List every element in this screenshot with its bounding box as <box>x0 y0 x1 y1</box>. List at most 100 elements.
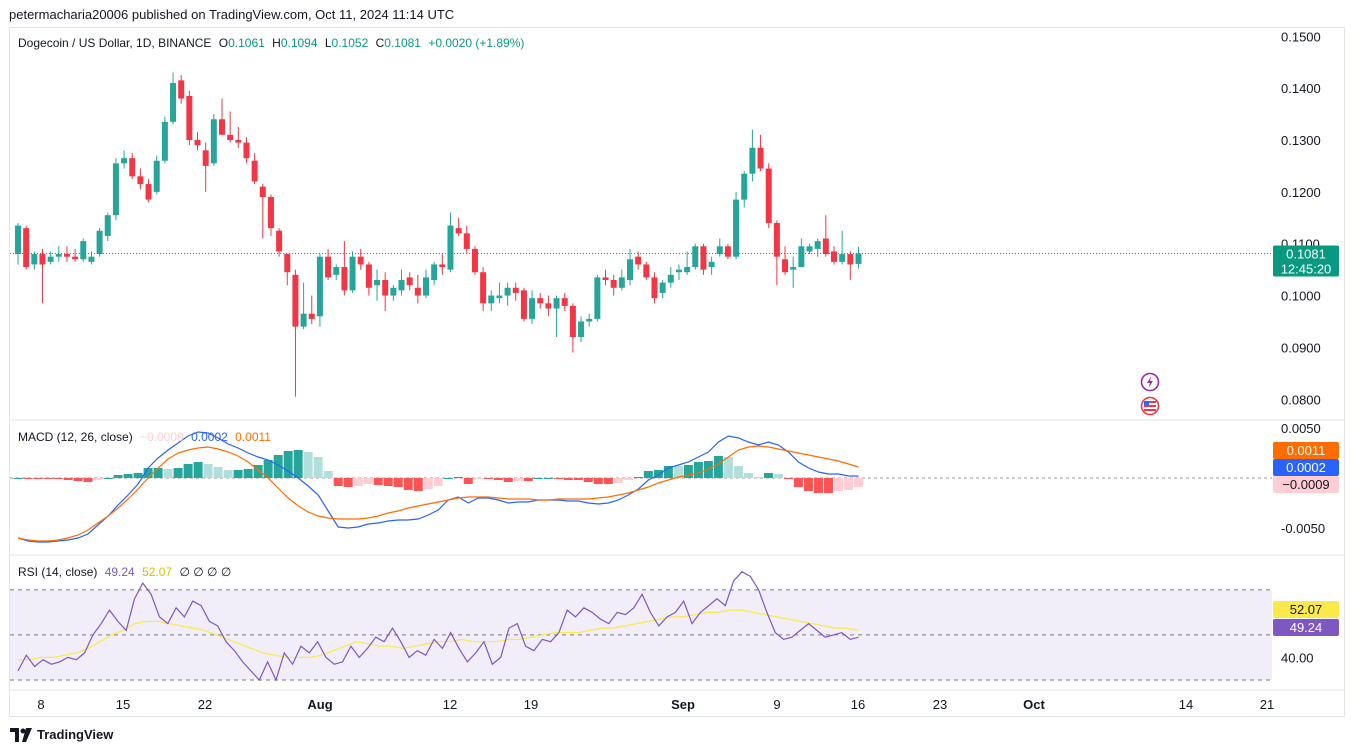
rsi-pane <box>10 571 1272 682</box>
candle-body <box>675 269 682 273</box>
macd-histogram-bar <box>223 470 233 478</box>
candle-body <box>308 313 315 319</box>
rsi-ma-badge: 52.07 <box>1273 601 1339 618</box>
candle-body <box>537 298 544 304</box>
time-axis-tick: 8 <box>37 697 44 712</box>
rsi-line <box>17 571 859 682</box>
price-pane <box>10 72 1272 397</box>
candle <box>129 152 136 179</box>
rsi-ma-value: 52.07 <box>142 565 173 579</box>
macd-histogram-bar <box>123 474 133 478</box>
time-axis-tick: 23 <box>933 697 947 712</box>
candle-body <box>31 254 38 265</box>
candle-body <box>251 160 258 182</box>
chart-frame[interactable] <box>9 27 1345 717</box>
publisher-caption: petermacharia20006 published on TradingV… <box>9 7 455 22</box>
candle <box>724 243 731 260</box>
macd-histogram-bar <box>673 466 683 478</box>
candle-body <box>63 254 70 257</box>
time-axis-tick: Sep <box>671 697 695 712</box>
macd-histogram-bar <box>593 478 603 484</box>
candle <box>406 272 413 291</box>
candle <box>202 142 209 192</box>
candle-body <box>80 241 87 260</box>
candle-body <box>129 158 136 177</box>
macd-histogram-bar <box>563 478 573 480</box>
candle-body <box>112 163 119 216</box>
candle <box>643 261 650 280</box>
macd-histogram-bar <box>853 478 863 487</box>
candle-body <box>545 303 552 309</box>
candle <box>390 285 397 301</box>
candle-body <box>716 246 723 255</box>
rsi-value-badge-text: 49.24 <box>1290 620 1323 635</box>
macd-histogram-bar <box>303 452 313 478</box>
lightning-icon[interactable] <box>1140 372 1160 392</box>
candle <box>471 246 478 275</box>
candle-body <box>700 246 707 270</box>
candle <box>55 246 62 262</box>
time-axis-tick: Aug <box>307 697 332 712</box>
candle <box>831 246 837 265</box>
candle-body <box>267 197 274 229</box>
candle-body <box>178 80 185 99</box>
rsi-ma-badge-bg <box>1273 601 1339 618</box>
candle <box>72 248 79 262</box>
macd-histogram-bar <box>753 477 763 478</box>
candle-body <box>414 287 421 296</box>
macd-histogram-bar <box>93 478 103 480</box>
candle <box>121 150 128 169</box>
macd-histogram-bar <box>173 468 183 478</box>
candle-body <box>627 259 633 280</box>
candle-body <box>586 318 593 322</box>
candle <box>439 254 446 275</box>
candle-body <box>529 298 536 319</box>
macd-line-value: 0.0002 <box>191 430 228 444</box>
macd-histogram-bar <box>823 478 833 493</box>
chart-event-icons[interactable] <box>1140 372 1162 418</box>
candle <box>170 72 177 125</box>
rsi-value-badge: 49.24 <box>1273 619 1339 636</box>
candle-body <box>806 246 813 252</box>
candle <box>480 267 487 312</box>
macd-histogram-bar <box>793 478 803 487</box>
macd-histogram-bar <box>263 460 273 478</box>
close-value: 0.1081 <box>384 36 421 50</box>
macd-legend: MACD (12, 26, close) −0.0009 0.0002 0.00… <box>18 430 275 444</box>
candle <box>586 313 593 327</box>
low-label: L <box>324 36 332 50</box>
candle <box>512 282 519 301</box>
candle <box>447 212 454 273</box>
candle-body <box>553 298 560 309</box>
candle-body <box>684 267 691 273</box>
macd-histogram-bar <box>463 478 473 484</box>
macd-histogram-bar <box>333 478 343 486</box>
candle-body <box>773 222 780 257</box>
macd-histogram-bar <box>573 478 583 480</box>
macd-histogram-bar <box>373 478 383 485</box>
macd-histogram-bar <box>13 478 23 479</box>
price-axis-tick: 0.1500 <box>1281 29 1321 44</box>
macd-histogram-bar <box>783 478 793 479</box>
candle-body <box>561 298 568 306</box>
footer-brand[interactable]: TradingView <box>10 727 113 742</box>
macd-histogram-bar <box>443 478 453 479</box>
candle-body <box>227 134 234 140</box>
candle <box>651 272 658 304</box>
candle <box>39 248 46 304</box>
macd-histogram-bar <box>113 475 123 478</box>
candle-body <box>292 274 299 327</box>
candle <box>855 246 862 269</box>
candle <box>80 238 87 262</box>
candle <box>235 127 242 148</box>
candle-body <box>765 168 772 223</box>
candle <box>259 184 266 239</box>
candle <box>659 280 666 299</box>
us-flag-icon[interactable] <box>1140 396 1160 416</box>
candle <box>561 292 568 312</box>
candle-body <box>431 264 438 280</box>
macd-histogram-bar <box>763 473 773 478</box>
candle-body <box>137 176 144 185</box>
